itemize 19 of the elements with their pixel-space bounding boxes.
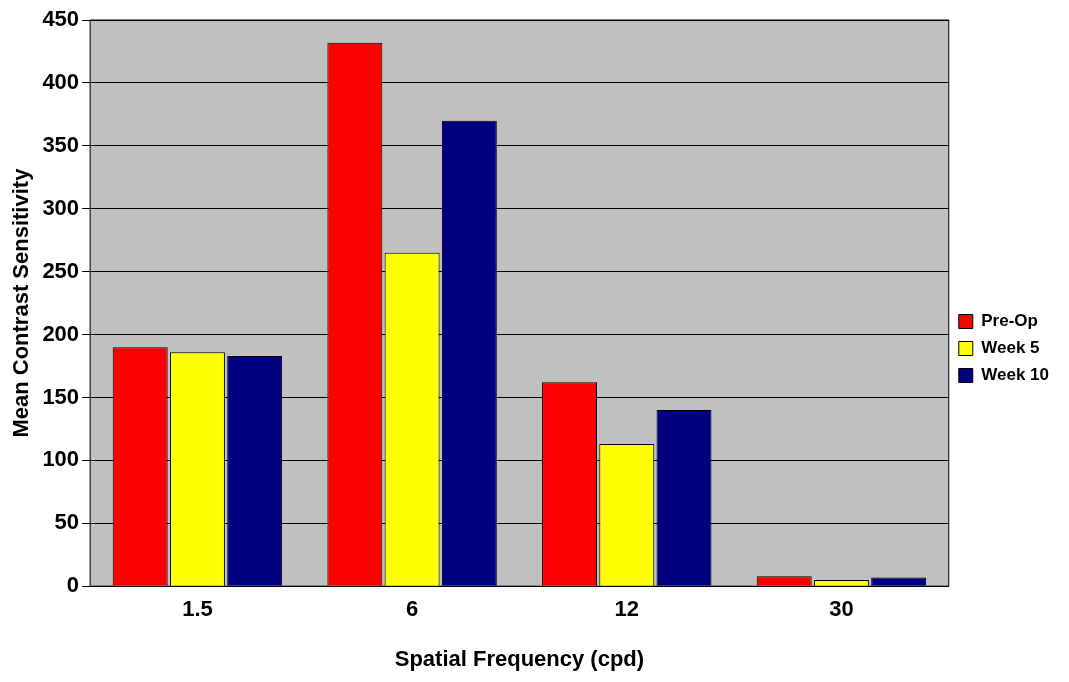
x-tick-label: 12	[614, 596, 640, 622]
y-tick-label: 350	[42, 131, 80, 157]
y-tick-label: 450	[42, 6, 80, 32]
y-axis-title: Mean Contrast Sensitivity	[8, 167, 34, 438]
y-tick-label: 150	[42, 383, 80, 409]
x-axis-title: Spatial Frequency (cpd)	[394, 645, 645, 671]
x-tick-label: 1.5	[182, 596, 213, 622]
y-tick-label: 50	[54, 509, 80, 535]
x-tick-label: 6	[405, 596, 419, 622]
y-tick-label: 100	[42, 446, 80, 472]
x-tick-label: 30	[829, 596, 854, 622]
legend-label: Week 5	[981, 338, 1040, 358]
y-tick-label: 400	[42, 68, 80, 94]
legend-label: Week 10	[981, 365, 1049, 385]
y-tick-label: 0	[66, 572, 80, 598]
y-tick-label: 300	[42, 194, 80, 220]
y-tick-label: 200	[42, 320, 80, 346]
legend-label: Pre-Op	[981, 311, 1038, 331]
y-tick-label: 250	[42, 257, 80, 283]
